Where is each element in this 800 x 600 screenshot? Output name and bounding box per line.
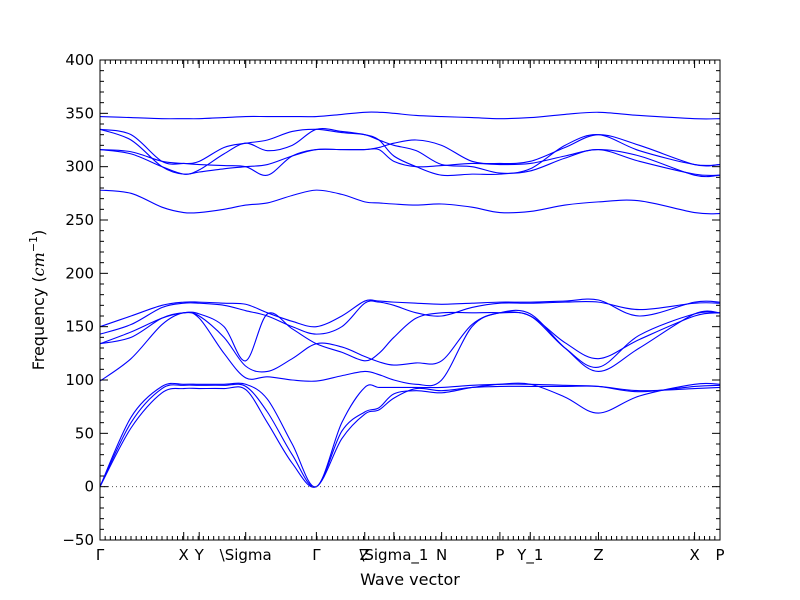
- y-axis-label-exponent: −1: [27, 236, 40, 252]
- branch-line-9: [99, 189, 721, 215]
- x-tick-label-2: X: [179, 546, 189, 564]
- branch-line-10: [99, 134, 721, 175]
- y-tick-label: 0: [84, 478, 94, 496]
- x-tick-label-6: Z: [360, 546, 370, 564]
- y-tick-label: 150: [65, 318, 94, 336]
- x-tick-label-9: P: [495, 546, 504, 564]
- y-axis-ticks: −50 0 50 100 150 200 250 300 350 400: [62, 51, 720, 549]
- y-tick-label: 200: [65, 264, 94, 282]
- branch-line-6: [99, 311, 721, 368]
- y-axis-label-unit: cm: [29, 252, 48, 276]
- x-axis-ticks: Γ X Y \Sigma Γ Z\Sigma_1 N P Y_1 Z X P: [96, 60, 725, 565]
- x-tick-label-3: Y: [194, 546, 205, 564]
- y-axis-label-text: Frequency (: [29, 276, 48, 370]
- x-tick-label-4: \Sigma: [220, 546, 272, 564]
- branch-line-12: [99, 128, 721, 177]
- branch-line-7: [99, 300, 721, 335]
- branch-line-11: [99, 148, 721, 178]
- y-tick-label: 350: [65, 104, 94, 122]
- x-tick-label-11: Z: [593, 546, 603, 564]
- branch-line-1: [99, 385, 721, 488]
- x-tick-label-7: \Sigma_1: [359, 546, 428, 565]
- y-tick-label: −50: [62, 531, 94, 549]
- y-tick-label: 50: [75, 424, 94, 442]
- branch-line-3: [99, 382, 721, 488]
- branch-line-5: [99, 311, 721, 373]
- branch-line-8: [99, 298, 721, 328]
- y-tick-label: 250: [65, 211, 94, 229]
- y-tick-label: 100: [65, 371, 94, 389]
- branch-line-2: [99, 382, 721, 488]
- y-tick-label: 300: [65, 158, 94, 176]
- plot-area-frame: [99, 59, 721, 541]
- dispersion-lines: [99, 111, 721, 488]
- y-axis-label: Frequency (cm−1): [27, 230, 48, 371]
- branch-line-4: [99, 309, 721, 387]
- x-tick-label-13: P: [715, 546, 724, 564]
- x-tick-label-10: Y_1: [516, 546, 543, 565]
- x-tick-label-8: N: [436, 546, 447, 564]
- x-axis-label: Wave vector: [360, 570, 460, 589]
- x-tick-label-12: X: [689, 546, 699, 564]
- x-tick-label-1: Γ: [96, 546, 105, 564]
- branch-line-13: [99, 128, 721, 177]
- y-axis-label-close: ): [29, 230, 48, 236]
- y-tick-label: 400: [65, 51, 94, 69]
- x-tick-label-5: Γ: [312, 546, 321, 564]
- branch-line-14: [99, 111, 721, 120]
